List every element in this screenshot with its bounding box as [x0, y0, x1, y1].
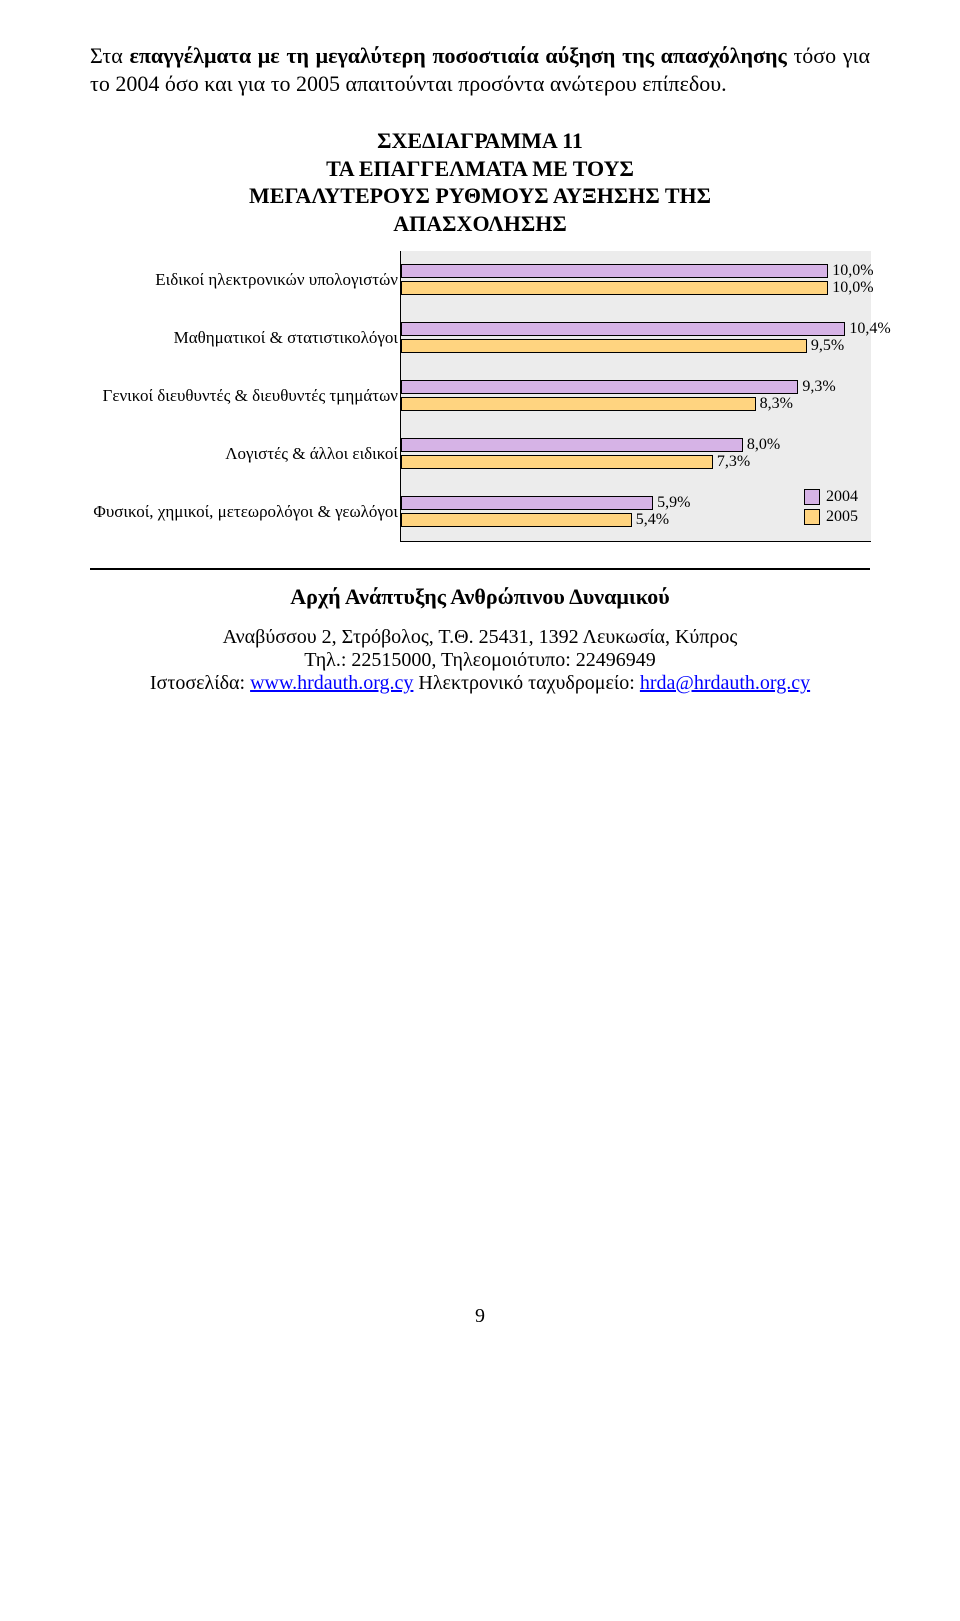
chart-legend: 2004 2005	[798, 482, 864, 532]
intro-bold: επαγγέλματα με τη μεγαλύτερη ποσοστιαία …	[129, 43, 786, 68]
bar-2004-label: 10,4%	[849, 322, 890, 336]
legend-label: 2005	[826, 508, 858, 526]
chart-row: 9,3% 8,3%	[401, 367, 871, 425]
bar-2005	[401, 513, 632, 527]
footer-email-label: Ηλεκτρονικό ταχυδρομείο:	[413, 672, 639, 694]
legend-item: 2005	[804, 508, 858, 526]
chart-title: ΣΧΕΔΙΑΓΡΑΜΜΑ 11 ΤΑ ΕΠΑΓΓΕΛΜΑΤΑ ΜΕ ΤΟΥΣ Μ…	[90, 127, 870, 237]
chart-title-line2: ΤΑ ΕΠΑΓΓΕΛΜΑΤΑ ΜΕ ΤΟΥΣ	[90, 155, 870, 183]
bar-2005	[401, 455, 713, 469]
chart-title-line4: ΑΠΑΣΧΟΛΗΣΗΣ	[90, 210, 870, 238]
legend-swatch	[804, 509, 820, 525]
chart-y-axis: Ειδικοί ηλεκτρονικών υπολογιστώνΜαθηματι…	[90, 251, 400, 542]
bar-2004-label: 5,9%	[657, 496, 690, 510]
chart-category-label: Γενικοί διευθυντές & διευθυντές τμημάτων	[90, 367, 400, 425]
bar-2005	[401, 281, 828, 295]
chart-category-label: Λογιστές & άλλοι ειδικοί	[90, 425, 400, 483]
page-number: 9	[90, 1305, 870, 1368]
bar-2005-label: 9,5%	[811, 339, 844, 353]
chart-title-line1: ΣΧΕΔΙΑΓΡΑΜΜΑ 11	[90, 127, 870, 155]
chart-row: 8,0% 7,3%	[401, 425, 871, 483]
bar-2005	[401, 397, 756, 411]
section-divider	[90, 568, 870, 570]
chart-plot: 10,0% 10,0% 10,4%9,5% 9,3% 8,3% 8,0% 7,3% 5,9% 5…	[400, 251, 870, 542]
bar-2004	[401, 438, 743, 452]
bar-2004-label: 10,0%	[832, 264, 873, 278]
bar-2005-label: 5,4%	[636, 513, 669, 527]
chart-row: 10,0% 10,0%	[401, 251, 871, 309]
bar-2004-label: 8,0%	[747, 438, 780, 452]
intro-before: Στα	[90, 43, 129, 68]
legend-item: 2004	[804, 488, 858, 506]
chart-11: ΣΧΕΔΙΑΓΡΑΜΜΑ 11 ΤΑ ΕΠΑΓΓΕΛΜΑΤΑ ΜΕ ΤΟΥΣ Μ…	[90, 127, 870, 542]
bar-2005-label: 7,3%	[717, 455, 750, 469]
legend-label: 2004	[826, 488, 858, 506]
intro-paragraph: Στα επαγγέλματα με τη μεγαλύτερη ποσοστι…	[90, 42, 870, 97]
bar-2004	[401, 496, 653, 510]
chart-title-line3: ΜΕΓΑΛΥΤΕΡΟΥΣ ΡΥΘΜΟΥΣ ΑΥΞΗΣΗΣ ΤΗΣ	[90, 182, 870, 210]
bar-2005-label: 10,0%	[832, 281, 873, 295]
bar-2004	[401, 380, 798, 394]
footer-email-link[interactable]: hrda@hrdauth.org.cy	[640, 672, 810, 694]
bar-2004-label: 9,3%	[802, 380, 835, 394]
footer-links: Ιστοσελίδα: www.hrdauth.org.cy Ηλεκτρονι…	[90, 672, 870, 695]
chart-row: 10,4%9,5%	[401, 309, 871, 367]
footer-web-link[interactable]: www.hrdauth.org.cy	[250, 672, 413, 694]
chart-category-label: Φυσικοί, χημικοί, μετεωρολόγοι & γεωλόγο…	[90, 483, 400, 541]
footer-heading: Αρχή Ανάπτυξης Ανθρώπινου Δυναμικού	[90, 584, 870, 610]
footer-phone: Τηλ.: 22515000, Τηλεομοιότυπο: 22496949	[90, 649, 870, 672]
footer-web-label: Ιστοσελίδα:	[150, 672, 250, 694]
bar-2005-label: 8,3%	[760, 397, 793, 411]
legend-swatch	[804, 489, 820, 505]
bar-2005	[401, 339, 807, 353]
chart-category-label: Μαθηματικοί & στατιστικολόγοι	[90, 309, 400, 367]
footer: Αρχή Ανάπτυξης Ανθρώπινου Δυναμικού Αναβ…	[90, 584, 870, 695]
bar-2004	[401, 264, 828, 278]
footer-address: Αναβύσσου 2, Στρόβολος, Τ.Θ. 25431, 1392…	[90, 626, 870, 649]
chart-category-label: Ειδικοί ηλεκτρονικών υπολογιστών	[90, 251, 400, 309]
bar-2004	[401, 322, 845, 336]
